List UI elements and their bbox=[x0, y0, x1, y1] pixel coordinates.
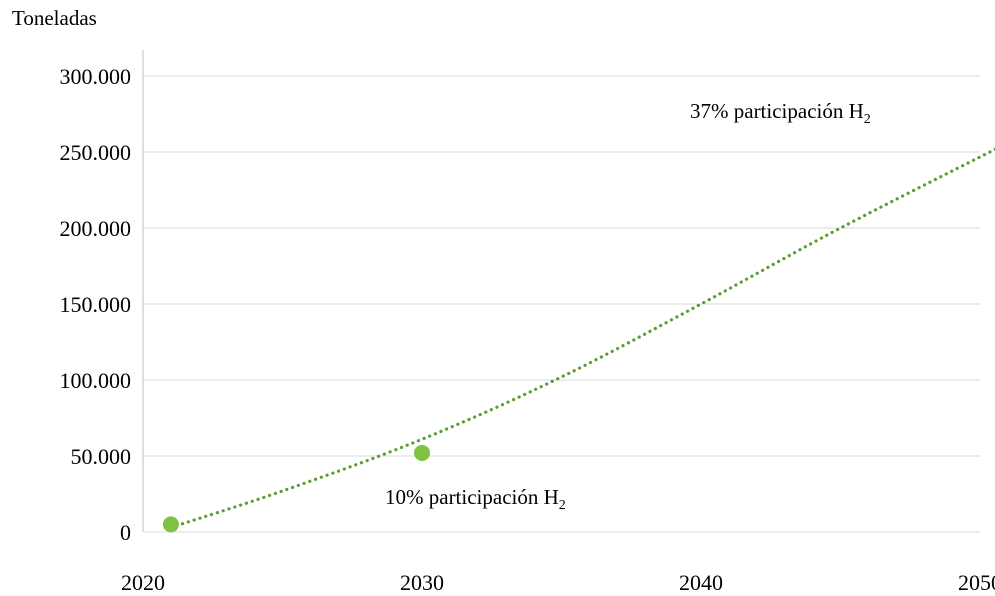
y-tick-0: 0 bbox=[120, 520, 131, 545]
data-points bbox=[162, 444, 430, 533]
x-tick-2: 2040 bbox=[679, 570, 723, 595]
trendline bbox=[169, 147, 995, 530]
y-axis-label: Toneladas bbox=[12, 6, 97, 30]
annotation-subscript: 2 bbox=[559, 498, 566, 513]
x-tick-labels: 2020 2030 2040 2050 bbox=[121, 570, 995, 595]
y-tick-6: 300.000 bbox=[60, 64, 132, 89]
x-tick-3: 2050 bbox=[958, 570, 995, 595]
annotation-1: 37% participación H2 bbox=[690, 99, 871, 127]
y-tick-5: 250.000 bbox=[60, 140, 132, 165]
x-tick-0: 2020 bbox=[121, 570, 165, 595]
y-tick-3: 150.000 bbox=[60, 292, 132, 317]
data-point-1 bbox=[414, 444, 430, 461]
data-point-0 bbox=[162, 516, 179, 533]
y-tick-4: 200.000 bbox=[60, 216, 132, 241]
y-tick-labels: 0 50.000 100.000 150.000 200.000 250.000 300.0… bbox=[60, 64, 132, 545]
annotation-0: 10% participación H2 bbox=[385, 485, 566, 513]
y-tick-2: 100.000 bbox=[60, 368, 132, 393]
y-tick-1: 50.000 bbox=[71, 444, 132, 469]
x-tick-1: 2030 bbox=[400, 570, 444, 595]
annotation-subscript: 2 bbox=[864, 112, 871, 127]
gridlines bbox=[143, 75, 980, 533]
annotation-text: 10% participación H bbox=[385, 485, 559, 509]
annotation-text: 37% participación H bbox=[690, 99, 864, 123]
